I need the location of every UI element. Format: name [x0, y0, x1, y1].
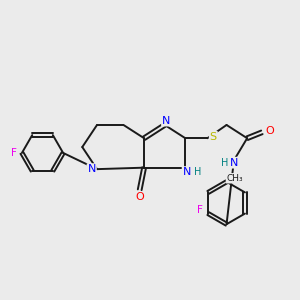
Text: H: H [221, 158, 228, 168]
Text: N: N [183, 167, 191, 177]
Text: N: N [162, 116, 170, 126]
Text: N: N [88, 164, 96, 174]
Text: S: S [210, 132, 217, 142]
Text: F: F [11, 148, 16, 158]
Text: F: F [197, 205, 203, 215]
Text: N: N [230, 158, 239, 168]
Text: CH₃: CH₃ [226, 174, 243, 183]
Text: O: O [135, 192, 144, 202]
Text: H: H [194, 167, 201, 177]
Text: O: O [265, 126, 274, 136]
